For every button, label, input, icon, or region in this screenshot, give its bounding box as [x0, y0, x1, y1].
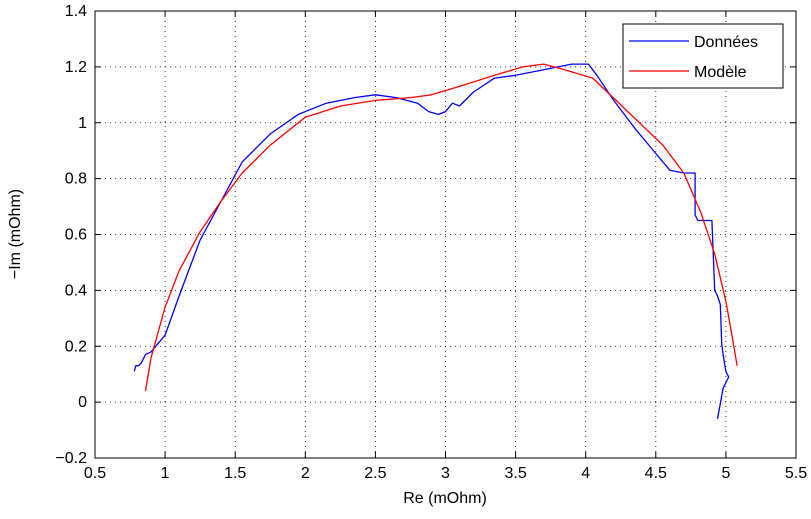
x-tick-label: 0.5 — [84, 465, 106, 482]
x-tick-label: 1.5 — [224, 465, 246, 482]
x-tick-label: 3 — [441, 465, 450, 482]
x-tick-label: 2.5 — [364, 465, 386, 482]
x-axis-label: Re (mOhm) — [403, 490, 487, 507]
legend-label-modele: Modèle — [694, 64, 747, 81]
x-tick-label: 4.5 — [645, 465, 667, 482]
series-line-donnees — [133, 63, 730, 420]
y-tick-label: 0.8 — [65, 171, 87, 188]
x-tick-label: 2 — [301, 465, 310, 482]
grid — [95, 11, 796, 458]
y-tick-label: −0.2 — [55, 450, 87, 467]
ticks — [94, 10, 797, 459]
series-group — [133, 63, 738, 420]
y-axis-label: −Im (mOhm) — [7, 189, 24, 279]
y-tick-label: 0.2 — [65, 338, 87, 355]
x-tick-label: 5.5 — [785, 465, 807, 482]
legend-label-donnees: Données — [694, 34, 758, 51]
legend: Données Modèle — [622, 23, 784, 89]
y-tick-label: 0.6 — [65, 227, 87, 244]
tick-labels: 0.5 1 1.5 2 2.5 3 3.5 4 4.5 5 5.5 −0.2 0 0.2 0.4 0.6 0.8… — [55, 3, 807, 482]
x-tick-label: 4 — [581, 465, 590, 482]
x-tick-label: 5 — [721, 465, 730, 482]
y-tick-label: 1 — [78, 115, 87, 132]
y-tick-label: 0 — [78, 394, 87, 411]
x-tick-label: 3.5 — [504, 465, 526, 482]
y-tick-label: 1.4 — [65, 3, 87, 20]
legend-box — [622, 23, 784, 89]
x-tick-label: 1 — [161, 465, 170, 482]
y-tick-label: 1.2 — [65, 59, 87, 76]
series-line-modele — [144, 63, 738, 392]
y-tick-label: 0.4 — [65, 282, 87, 299]
